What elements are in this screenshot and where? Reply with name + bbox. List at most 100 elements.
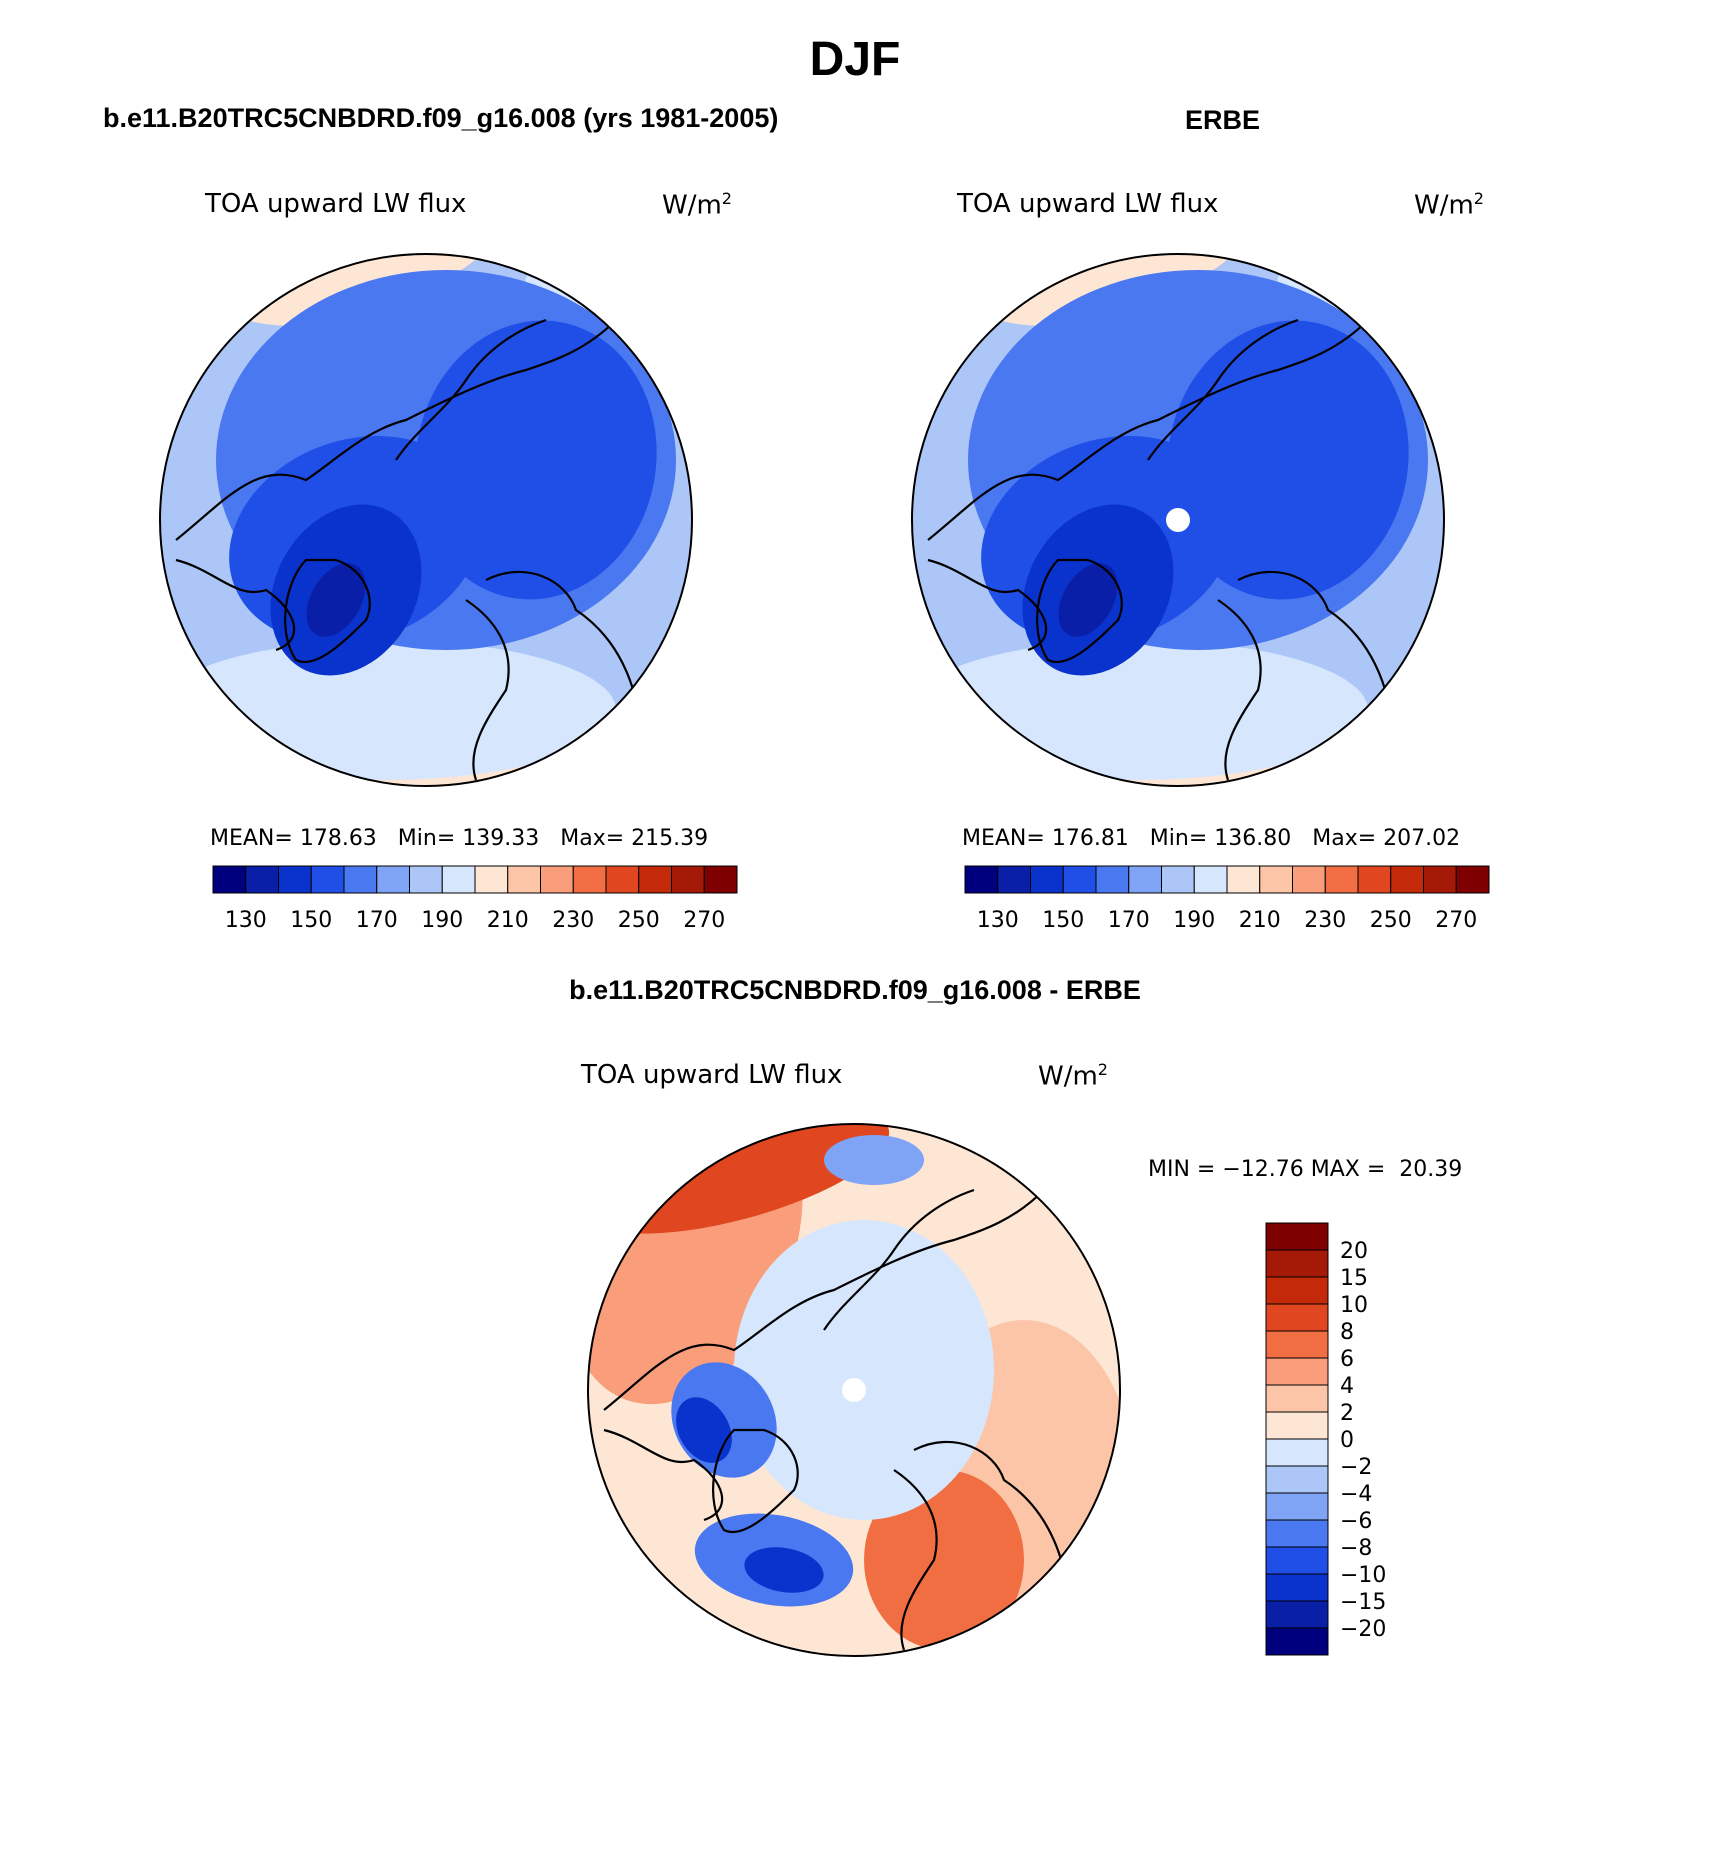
model-variable-label: TOA upward LW flux [205, 189, 467, 219]
diff-colorbar-tick-label: 4 [1340, 1374, 1354, 1399]
obs-colorbar-box [1226, 865, 1261, 894]
obs-colorbar-box [1095, 865, 1130, 894]
diff-colorbar-tick-label: −8 [1340, 1536, 1372, 1561]
model-colorbar-box [376, 865, 410, 894]
diff-colorbar-tick-label: 20 [1340, 1239, 1368, 1264]
coastline-line [1147, 318, 1299, 461]
obs-colorbar-box [1390, 865, 1424, 894]
coastline-line [893, 1469, 938, 1651]
diff-colorbar-box [1265, 1465, 1329, 1494]
diff-colorbar-tick-label: 8 [1340, 1320, 1354, 1345]
obs-colorbar-tick-label: 130 [977, 908, 1019, 933]
coastline [175, 318, 638, 781]
diff-panel-title: b.e11.B20TRC5CNBDRD.f09_g16.008 - ERBE [569, 975, 1141, 1005]
diff-min-max: MIN = −12.76 MAX = 20.39 [1148, 1157, 1463, 1182]
model-colorbar-tick-label: 250 [618, 908, 660, 933]
diff-variable-label: TOA upward LW flux [581, 1060, 843, 1090]
diff-colorbar-tick-label: −2 [1340, 1455, 1372, 1480]
obs-min-value: 136.80 [1214, 826, 1292, 851]
negative-region [744, 1547, 824, 1593]
obs-max-value: 207.02 [1383, 826, 1461, 851]
diff-colorbar-box [1265, 1303, 1329, 1332]
diff-colorbar-box [1265, 1519, 1329, 1548]
obs-colorbar: 130 150 170 190 210 230 250 270 [964, 865, 1490, 933]
obs-stats: MEAN= 176.81 Min= 136.80 Max= 207.02 [962, 826, 1460, 851]
obs-colorbar-box [1292, 865, 1326, 894]
coastline-line [927, 319, 1369, 541]
obs-colorbar-box [997, 865, 1031, 894]
model-colorbar-box [474, 865, 509, 894]
model-colorbar-box [671, 865, 705, 894]
diff-colorbar-tick-label: −20 [1340, 1617, 1386, 1642]
model-max-value: 215.39 [631, 826, 709, 851]
diff-colorbar-box [1265, 1357, 1329, 1386]
obs-units-label: W/m2 [1414, 189, 1484, 221]
coastline-line [603, 1189, 1045, 1411]
model-colorbar-tick-label: 190 [421, 908, 463, 933]
obs-map [912, 254, 1444, 786]
diff-colorbar-box [1265, 1384, 1329, 1413]
obs-colorbar-box [1062, 865, 1097, 894]
pole-gap [1166, 508, 1190, 532]
obs-colorbar-box [1324, 865, 1359, 894]
obs-map-border [911, 253, 1445, 787]
model-colorbar-box [507, 865, 541, 894]
pole-gap [842, 1378, 866, 1402]
coastline-line [485, 570, 638, 701]
obs-mean-label: MEAN= [962, 826, 1045, 851]
obs-colorbar-box [1357, 865, 1392, 894]
coastline [603, 1188, 1066, 1651]
obs-colorbar-tick-label: 170 [1108, 908, 1150, 933]
model-colorbar-tick-label: 210 [487, 908, 529, 933]
obs-colorbar-box [1259, 865, 1293, 894]
page-title: DJF [809, 33, 901, 86]
model-colorbar-tick-label: 130 [225, 908, 267, 933]
coastline-line [823, 1188, 975, 1331]
obs-mean-value: 176.81 [1051, 826, 1129, 851]
obs-colorbar-tick-label: 270 [1435, 908, 1477, 933]
model-colorbar-box [703, 865, 738, 894]
diff-colorbar-tick-label: 0 [1340, 1428, 1354, 1453]
model-colorbar-tick-label: 170 [356, 908, 398, 933]
model-colorbar-box [572, 865, 607, 894]
obs-units-text: W/m [1414, 190, 1474, 221]
obs-colorbar-box [1161, 865, 1195, 894]
model-colorbar-box [212, 865, 247, 894]
negative-region [824, 1135, 924, 1185]
model-colorbar-box [441, 865, 476, 894]
obs-colorbar-tick-label: 250 [1370, 908, 1412, 933]
coastline-line [1036, 558, 1123, 663]
diff-colorbar-tick-label: −4 [1340, 1482, 1372, 1507]
coastline-line [175, 558, 296, 652]
diff-colorbar-box [1265, 1438, 1329, 1467]
model-colorbar-box [310, 865, 345, 894]
obs-colorbar-box [1030, 865, 1064, 894]
model-colorbar-tick-label: 270 [683, 908, 725, 933]
coldest-region [306, 563, 366, 637]
negative-region [676, 1397, 732, 1463]
mid-region [160, 640, 616, 780]
diff-colorbar-tick-label: 10 [1340, 1293, 1368, 1318]
obs-colorbar-tick-label: 190 [1173, 908, 1215, 933]
obs-colorbar-box [1423, 865, 1457, 894]
coastline-line [712, 1428, 799, 1533]
model-colorbar-box [343, 865, 378, 894]
coastline-line [1237, 570, 1390, 701]
obs-colorbar-box [1193, 865, 1228, 894]
model-colorbar: 130 150 170 190 210 230 250 270 [212, 865, 738, 933]
diff-colorbar-box [1265, 1546, 1329, 1575]
obs-panel-title: ERBE [1185, 105, 1261, 135]
near-zero-region [734, 1220, 994, 1520]
obs-colorbar-tick-label: 210 [1239, 908, 1281, 933]
model-map [160, 254, 692, 786]
obs-min-label: Min= [1149, 826, 1208, 851]
coldest-region [1058, 563, 1118, 637]
model-units-sup: 2 [721, 189, 732, 208]
model-map-border [159, 253, 693, 787]
diff-map-border [587, 1123, 1121, 1657]
model-colorbar-tick-label: 230 [552, 908, 594, 933]
model-panel-title: b.e11.B20TRC5CNBDRD.f09_g16.008 (yrs 198… [103, 103, 779, 133]
obs-colorbar-box [964, 865, 999, 894]
